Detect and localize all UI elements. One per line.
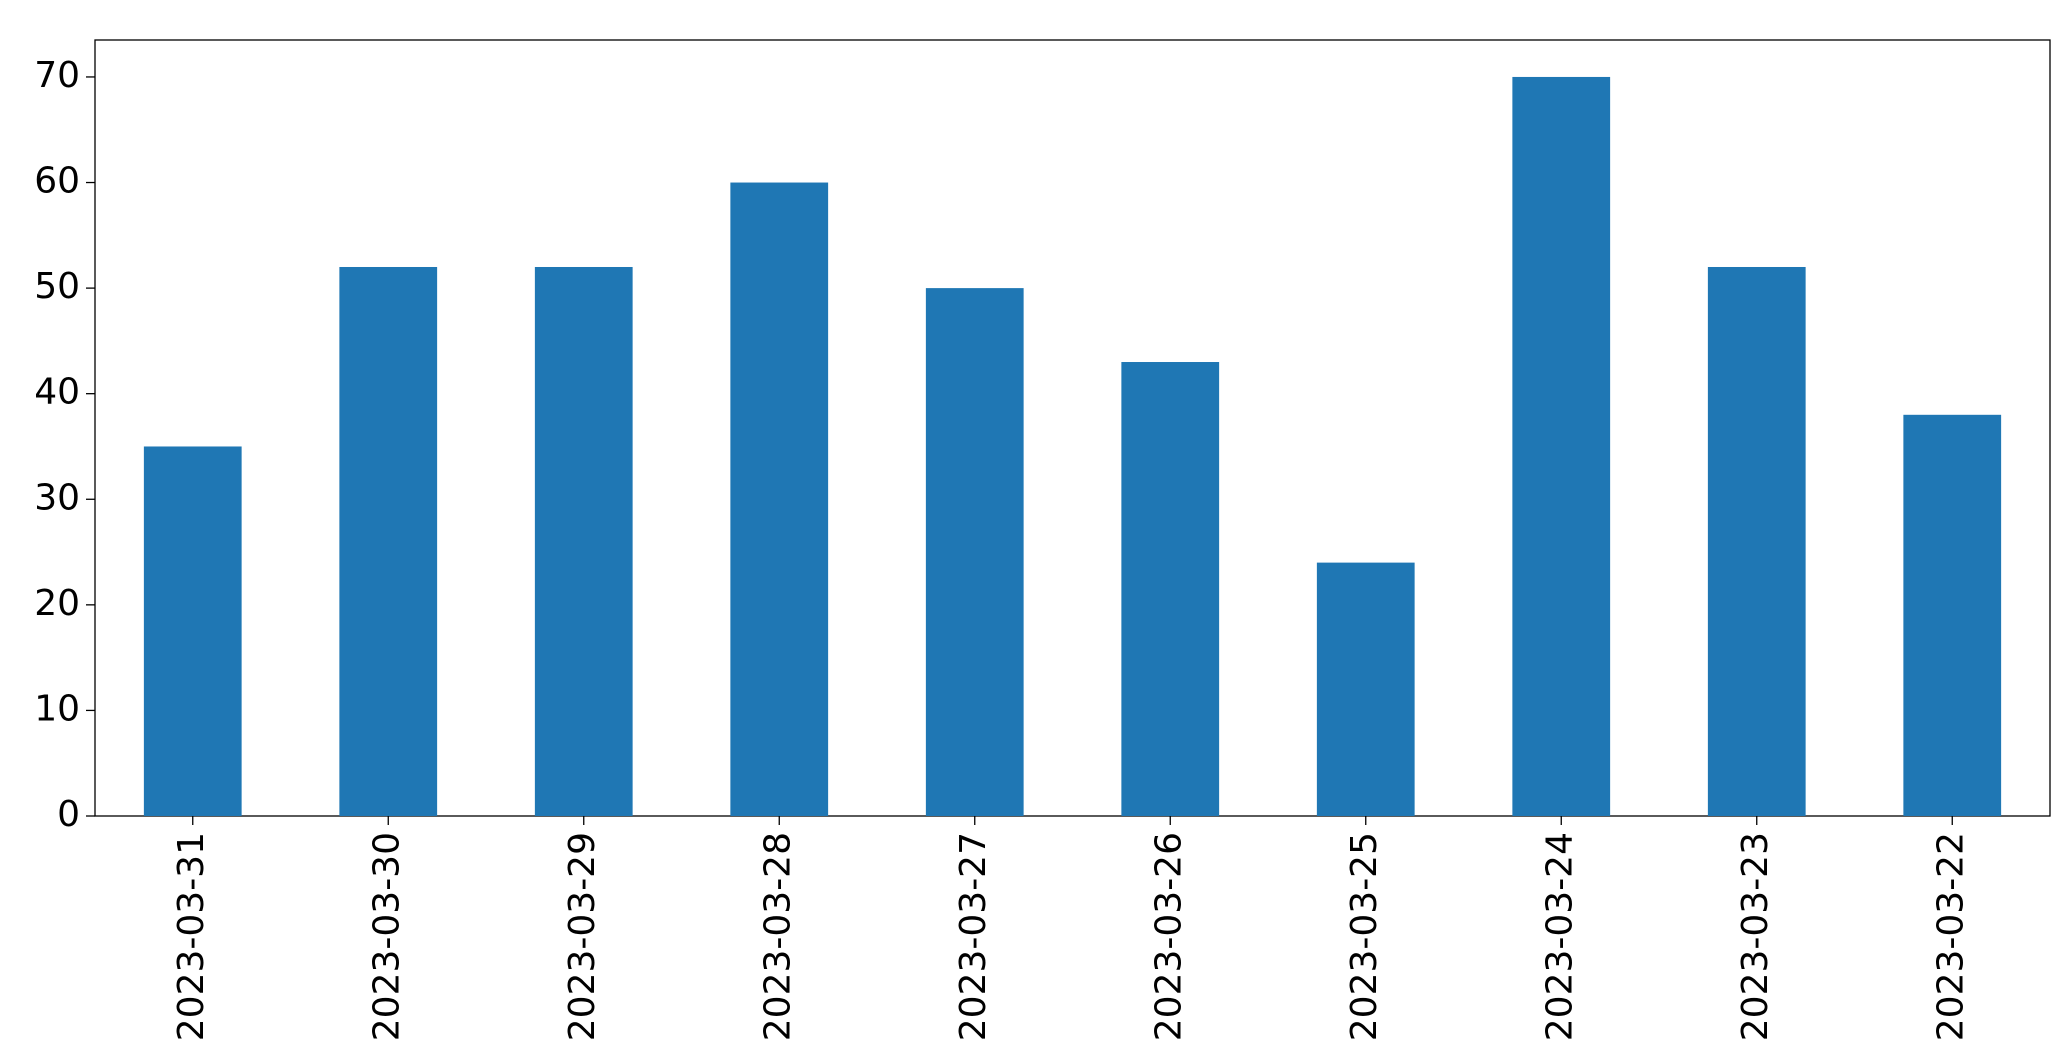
bar [339, 266, 438, 817]
y-tick-label: 20 [34, 583, 80, 624]
bar [1121, 362, 1220, 816]
bar [534, 266, 633, 817]
bar [730, 182, 829, 816]
x-tick-label: 2023-03-26 [1148, 832, 1189, 1041]
x-tick-label: 2023-03-22 [1930, 832, 1971, 1041]
x-tick-label: 2023-03-29 [562, 832, 603, 1041]
y-tick-label: 0 [57, 794, 80, 835]
x-tick-label: 2023-03-27 [953, 832, 994, 1041]
bar [1316, 562, 1415, 816]
y-tick-label: 10 [34, 688, 80, 729]
bar [1903, 414, 2002, 816]
bar [1707, 266, 1806, 817]
bar [143, 446, 242, 816]
y-tick-label: 60 [34, 161, 80, 202]
y-tick-label: 50 [34, 266, 80, 307]
y-tick-label: 70 [34, 55, 80, 96]
bar [1512, 76, 1611, 816]
y-tick-label: 40 [34, 372, 80, 413]
x-tick-label: 2023-03-28 [757, 832, 798, 1041]
x-tick-label: 2023-03-31 [171, 832, 212, 1041]
plot-frame [94, 39, 2051, 817]
x-tick-label: 2023-03-24 [1539, 832, 1580, 1041]
x-tick-label: 2023-03-30 [366, 832, 407, 1041]
x-tick-label: 2023-03-25 [1344, 832, 1385, 1041]
y-tick-label: 30 [34, 477, 80, 518]
bar [925, 288, 1024, 816]
x-tick-label: 2023-03-23 [1735, 832, 1776, 1041]
